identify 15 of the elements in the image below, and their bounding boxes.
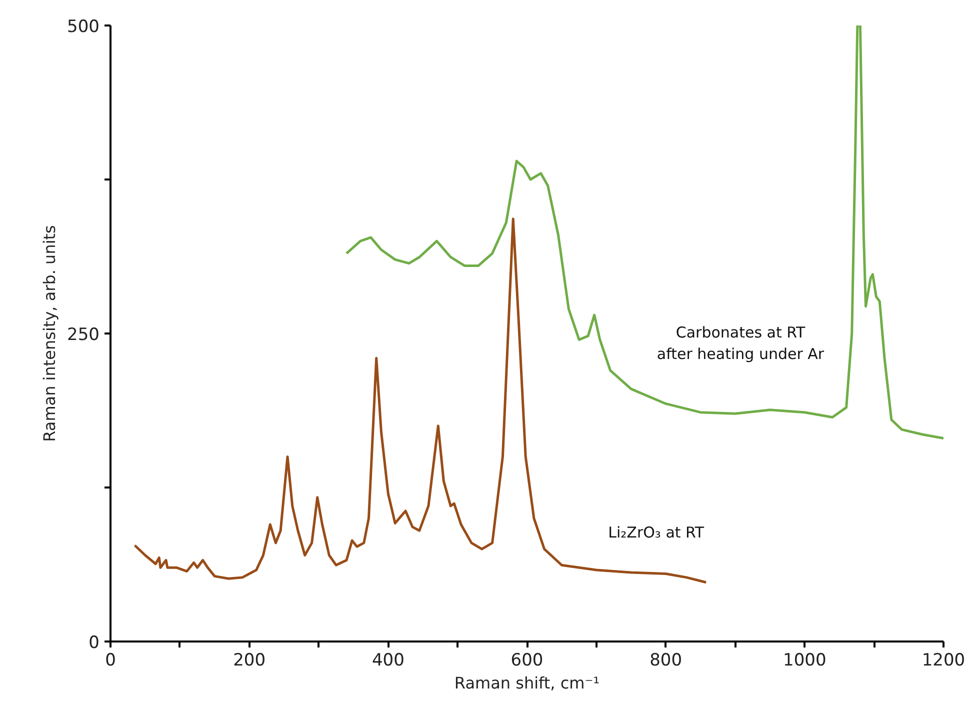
series-label: Li₂ZrO₃ at RT — [608, 523, 705, 542]
x-tick-label: 1200 — [922, 650, 966, 670]
y-axis-title: Raman intensity, arb. units — [40, 225, 60, 442]
x-tick-label: 200 — [233, 650, 266, 670]
x-tick-label: 800 — [650, 650, 682, 670]
series-label: Carbonates at RT after heating under Ar — [656, 323, 825, 364]
y-tick-label: 250 — [67, 325, 100, 345]
x-tick-label: 600 — [510, 650, 544, 670]
line-series — [345, 26, 944, 440]
y-tick-label: 0 — [88, 633, 100, 653]
x-tick-label: 0 — [105, 650, 116, 670]
y-tick-label: 500 — [67, 17, 100, 37]
x-tick-label: 400 — [372, 650, 404, 670]
x-tick-label: 1000 — [783, 650, 826, 670]
x-axis-title: Raman shift, cm⁻¹ — [454, 674, 600, 692]
